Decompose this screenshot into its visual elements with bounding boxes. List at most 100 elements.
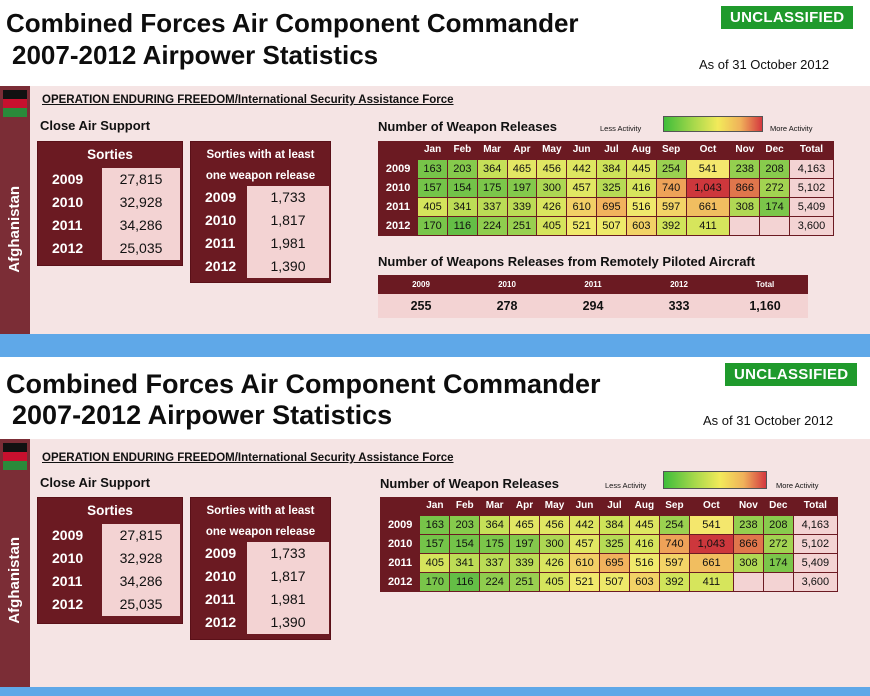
- heat-cell: 610: [566, 196, 598, 217]
- heat-cell: 157: [417, 177, 448, 198]
- heat-cell: 254: [658, 514, 690, 535]
- heat-cell: 740: [658, 533, 690, 554]
- heat-cell: 740: [655, 177, 687, 198]
- row-year: 2010: [379, 533, 421, 554]
- heat-cell: 866: [729, 177, 761, 198]
- sorties-box: Sorties 2009 27,815 2010 32,928 2011 34,286…: [37, 497, 183, 624]
- column-header: Dec: [765, 144, 784, 156]
- heat-cell: 251: [509, 571, 540, 592]
- afghanistan-flag-icon: [3, 90, 27, 118]
- as-of-date: As of 31 October 2012: [703, 413, 834, 428]
- column-header: [381, 497, 420, 515]
- table-row: 2011 405 341 337 339 426 610 695 516 597 661 308 174…: [379, 552, 839, 573]
- row-total: 5,102: [792, 533, 839, 554]
- content-area: Afghanistan OPERATION ENDURING FREEDOM/I…: [0, 439, 870, 687]
- slide-bottom: Combined Forces Air Component Commander …: [0, 357, 870, 687]
- column-header: Jan: [423, 144, 442, 156]
- heat-cell: 341: [446, 196, 478, 217]
- close-air-support-label: Close Air Support: [40, 118, 151, 133]
- rpa-value-cell: 294: [582, 299, 604, 313]
- table-row: 2010 157 154 175 197 300 457 325 416 740 1,043 866 2…: [379, 533, 839, 554]
- column-header: Mar: [485, 500, 504, 512]
- heat-cell: 445: [628, 514, 660, 535]
- sorties-row: 2010 32,928: [38, 547, 182, 570]
- row-total: 5,409: [792, 552, 839, 573]
- column-header: Jun: [575, 500, 594, 512]
- column-header: Nov: [735, 144, 755, 156]
- weapon-releases-header-row: Jan Feb Mar Apr May Jun Jul Aug Sep Oct Nov Dec Tota…: [381, 497, 838, 515]
- sorties-row: 2012 25,035: [38, 237, 182, 260]
- column-header: Dec: [769, 500, 788, 512]
- heat-cell: 597: [658, 552, 690, 573]
- heat-cell: 695: [598, 552, 630, 573]
- column-header: Jul: [604, 144, 619, 156]
- rpa-header-cell: Total: [755, 280, 775, 289]
- weapon-releases-table: Jan Feb Mar Apr May Jun Jul Aug Sep Oct Nov Dec Tota…: [379, 497, 839, 592]
- heat-cell: 457: [566, 177, 598, 198]
- rpa-value-cell: 333: [668, 299, 690, 313]
- column-header: Oct: [703, 500, 720, 512]
- rpa-value-cell: 255: [410, 299, 432, 313]
- heat-cell: 154: [449, 533, 481, 554]
- as-of-date: As of 31 October 2012: [699, 57, 830, 72]
- weapon-sorties-header-1: Sorties with at least: [206, 505, 315, 517]
- heat-cell: 208: [762, 514, 794, 535]
- heat-cell: 695: [596, 196, 627, 217]
- heat-cell: 416: [625, 177, 657, 198]
- slide-title-line1: Combined Forces Air Component Commander: [6, 8, 579, 38]
- row-total: 3,600: [788, 215, 835, 236]
- heat-cell: 175: [476, 177, 508, 198]
- slide-title-line1: Combined Forces Air Component Commander: [6, 369, 601, 399]
- weapon-sorties-row: 2010 1,817: [191, 565, 330, 588]
- weapon-sorties-row: 2009 1,733: [191, 186, 330, 209]
- country-sidebar: Afghanistan: [0, 86, 30, 334]
- row-total: 5,102: [788, 177, 835, 198]
- heat-cell: 392: [658, 571, 690, 592]
- heat-cell: 405: [536, 215, 568, 236]
- operation-title: OPERATION ENDURING FREEDOM/International…: [42, 94, 454, 106]
- heat-cell: 416: [628, 533, 660, 554]
- slide-title-line2: 2007-2012 Airpower Statistics: [12, 400, 393, 430]
- heat-cell: 465: [509, 514, 540, 535]
- heat-cell: [762, 571, 794, 592]
- table-row: 2012 170 116 224 251 405 521 507 603 392 411 3,600: [379, 571, 839, 592]
- activity-gradient-legend: [663, 116, 763, 132]
- column-header: Total: [799, 144, 824, 156]
- heat-cell: 175: [479, 533, 511, 554]
- heat-cell: 157: [419, 533, 451, 554]
- sorties-row: 2009 27,815: [38, 168, 182, 191]
- heat-cell: 516: [628, 552, 660, 573]
- heat-cell: 339: [506, 196, 538, 217]
- sorties-header: Sorties: [87, 147, 133, 162]
- sorties-row: 2009 27,815: [38, 524, 182, 547]
- row-year: 2009: [377, 158, 419, 179]
- heat-cell: 465: [506, 158, 538, 179]
- weapon-sorties-row: 2011 1,981: [191, 588, 330, 611]
- weapon-sorties-box: Sorties with at least one weapon release…: [190, 497, 331, 640]
- weapon-releases-table: Jan Feb Mar Apr May Jun Jul Aug Sep Oct Nov Dec Tota…: [377, 141, 835, 236]
- heat-cell: 392: [655, 215, 687, 236]
- heat-cell: 405: [417, 196, 448, 217]
- column-header: May: [542, 144, 562, 156]
- heat-cell: 411: [685, 215, 731, 236]
- heat-cell: 521: [569, 571, 600, 592]
- rpa-header-cell: 2011: [584, 280, 602, 289]
- heat-cell: 197: [506, 177, 538, 198]
- heat-cell: 203: [449, 514, 481, 535]
- row-year: 2011: [377, 196, 419, 217]
- heat-cell: 170: [417, 215, 448, 236]
- heat-cell: 238: [729, 158, 761, 179]
- column-header: Apr: [513, 144, 531, 156]
- sorties-row: 2012 25,035: [38, 593, 182, 616]
- column-header: Jan: [426, 500, 444, 512]
- column-header: Jul: [607, 500, 622, 512]
- heat-cell: 507: [598, 571, 630, 592]
- heat-cell: [729, 215, 761, 236]
- heat-cell: 456: [536, 158, 568, 179]
- column-header: Feb: [453, 144, 472, 156]
- heat-cell: 203: [446, 158, 478, 179]
- weapon-sorties-header-2: one weapon release: [205, 526, 316, 538]
- classification-badge: UNCLASSIFIED: [725, 363, 858, 386]
- column-header: May: [544, 500, 565, 512]
- weapon-sorties-row: 2012 1,390: [191, 611, 330, 634]
